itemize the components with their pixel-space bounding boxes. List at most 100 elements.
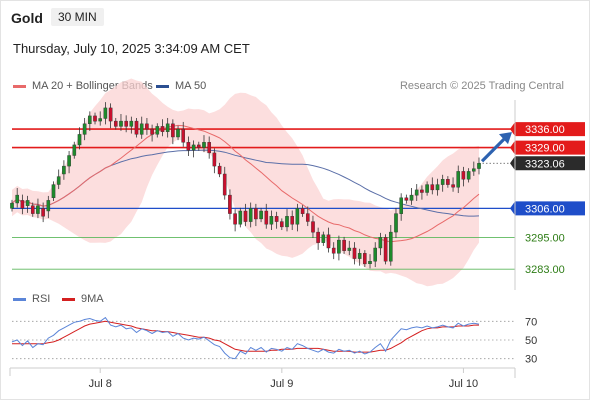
candle-body [108, 107, 113, 122]
projection-arrow-head [499, 132, 512, 145]
candle-body [326, 234, 331, 249]
candle-body [67, 155, 71, 167]
legend-rsi: RSI [13, 293, 50, 305]
candle-body [363, 253, 367, 265]
candle-body [46, 200, 51, 212]
rsi-tick-label: 50 [525, 335, 537, 347]
rsi-ma-line [12, 320, 479, 353]
candle-body [186, 142, 191, 151]
level-label-3283.00: 3283.00 [525, 264, 565, 276]
candle-body [196, 144, 201, 148]
candle-body [378, 237, 383, 249]
candle-body [399, 197, 404, 214]
rsi-line [11, 316, 480, 360]
candle-body [409, 194, 414, 201]
candle-body [243, 210, 248, 222]
x-tick-label: Jul 8 [89, 378, 112, 390]
candle-body [477, 163, 481, 169]
candle-body [228, 194, 232, 214]
level-tag-3329.00 [510, 140, 585, 155]
candle-body [425, 184, 429, 193]
candle-body [134, 120, 139, 135]
candle-body [62, 165, 66, 175]
candle-body [321, 234, 326, 243]
candle-body [171, 123, 175, 138]
candle-body [259, 210, 263, 220]
symbol-title: Gold [11, 10, 43, 26]
legend-rsi-label: RSI [32, 293, 51, 305]
candle-body [280, 221, 284, 228]
candle-body [404, 197, 409, 201]
candle-body [352, 247, 357, 259]
candle-body [160, 126, 165, 132]
candle-body [139, 123, 144, 135]
rsi-tick-label: 30 [525, 354, 537, 366]
candle-body [93, 115, 97, 122]
candle-body [191, 144, 196, 151]
candle-body [295, 208, 300, 225]
candle-body [25, 200, 30, 206]
candle-body [248, 208, 253, 222]
candle-body [368, 261, 372, 265]
candle-body [119, 120, 123, 127]
candle-body [373, 247, 378, 262]
level-tag-3323.06 [510, 156, 585, 171]
candle-body [394, 213, 398, 233]
candle-body [451, 184, 455, 188]
candle-body [56, 176, 61, 185]
candle-body [238, 210, 243, 225]
candle-body [254, 208, 258, 220]
candle-body [264, 210, 269, 225]
rsi-swatch [13, 297, 26, 301]
candle-body [10, 202, 14, 209]
candle-body [181, 128, 186, 143]
candle-body [51, 184, 56, 199]
legend-rsi-ma-label: 9MA [81, 293, 104, 305]
candle-body [82, 123, 87, 135]
candle-body [472, 168, 476, 172]
candle-body [306, 213, 310, 222]
bollinger-band [12, 78, 479, 287]
candle-body [389, 231, 393, 262]
candle-body [145, 123, 149, 130]
candle-body [430, 184, 435, 191]
candle-body [342, 239, 346, 251]
candle-body [72, 144, 77, 156]
candle-body [222, 173, 227, 196]
candle-body [274, 216, 279, 222]
candle-body [414, 189, 419, 196]
candle-body [77, 134, 82, 146]
candle-body [124, 120, 128, 127]
candle-body [36, 205, 40, 214]
legend-ma50-label: MA 50 [175, 80, 207, 92]
candle-body [440, 179, 445, 185]
candle-body [212, 152, 217, 167]
candle-body [150, 128, 154, 135]
candle-body [420, 189, 424, 193]
research-credit: Research © 2025 Trading Central [399, 80, 564, 92]
level-label-3336.00: 3336.00 [525, 124, 565, 136]
legend-ma50: MA 50 [156, 80, 206, 92]
candle-body [103, 107, 108, 119]
rsi-tick-label: 70 [525, 316, 537, 328]
candle-body [461, 171, 466, 180]
candle-body [165, 123, 170, 132]
legend-rsi-ma: 9MA [62, 293, 104, 305]
rsi-ma-swatch [62, 297, 75, 301]
ma50-swatch [156, 84, 169, 88]
candle-body [98, 118, 102, 122]
candle-body [316, 231, 320, 243]
candle-body [129, 120, 134, 127]
candle-body [207, 142, 212, 154]
candle-body [41, 208, 45, 217]
ma20-swatch [13, 84, 26, 88]
candle-body [87, 115, 92, 125]
x-tick-label: Jul 9 [270, 378, 293, 390]
chart-datetime: Thursday, July 10, 2025 3:34:09 AM CET [13, 41, 250, 56]
candle-body [383, 237, 388, 262]
level-label-3323.06: 3323.06 [525, 158, 565, 170]
candle-body [331, 247, 336, 254]
candle-body [435, 184, 440, 191]
timeframe-badge[interactable]: 30 MIN [51, 8, 104, 26]
